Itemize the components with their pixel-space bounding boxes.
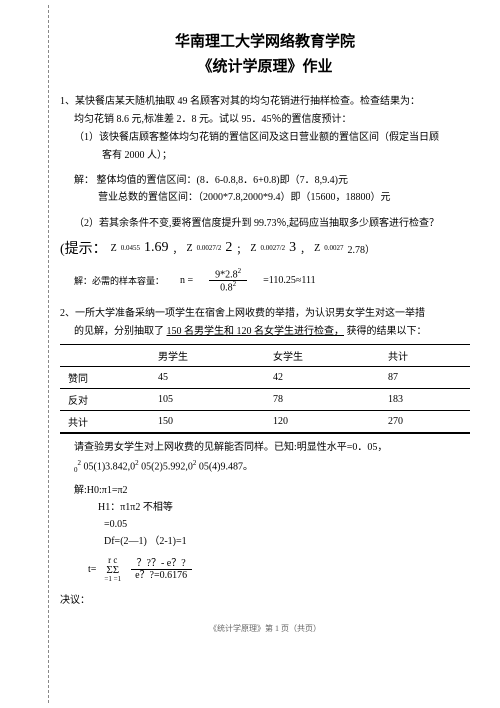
sigma-bot: =1 =1 (104, 576, 121, 583)
q1-intro: 1、某快餐店某天随机抽取 49 名顾客对其的均匀花销进行抽样检查。检查结果为： (60, 94, 470, 110)
fnum-sup: 2 (238, 267, 242, 275)
chi-a-sub: 0 (74, 466, 78, 474)
table-row: 共计 150 120 270 (60, 410, 470, 433)
cell: 42 (265, 366, 380, 388)
z4: Z (314, 243, 320, 254)
h0: 解:H0:π1=π2 (74, 482, 470, 499)
cell: 105 (150, 388, 265, 410)
z1v: 1.69 (144, 240, 169, 256)
cell: 120 (265, 410, 380, 433)
z1: Z (111, 243, 117, 254)
q2-intro2a: 的见解，分别抽取了 (74, 326, 164, 337)
h1: H1：π1π2 不相等 (74, 499, 470, 516)
th-0 (60, 344, 150, 366)
cell: 45 (150, 366, 265, 388)
sigma-block: r c ΣΣ =1 =1 (104, 556, 121, 583)
alpha: =0.05 (74, 516, 470, 533)
fden-sup: 2 (233, 280, 237, 288)
table-header-row: 男学生 女学生 共计 (60, 344, 470, 366)
cell: 共计 (60, 410, 150, 433)
decision: 决议： (60, 593, 470, 609)
z1s: 0.0455 (121, 244, 140, 252)
df: Df=(2—1) （2-1)=1 (74, 533, 470, 550)
chi-c: 05(2)5.992,0 (141, 461, 193, 472)
t-equals: t= (88, 564, 96, 575)
th-3: 共计 (380, 344, 470, 366)
t-num: ？?？- e？? (131, 558, 192, 570)
chi-sup3: 2 (193, 459, 197, 467)
q1-line2: 均匀花销 8.6 元,标准差 2．8 元。试以 95．45％的置信度预计： (60, 112, 470, 128)
cell: 反对 (60, 388, 150, 410)
cell: 87 (380, 366, 470, 388)
fnum-base: 9*2.8 (215, 269, 238, 280)
z3: Z (250, 243, 256, 254)
cell: 150 (150, 410, 265, 433)
frac-den: 0.82 (214, 281, 242, 293)
cell: 270 (380, 410, 470, 433)
q2-intro2c: 获得的结果以下： (347, 326, 427, 337)
cell: 78 (265, 388, 380, 410)
th-1: 男学生 (150, 344, 265, 366)
q2-table: 男学生 女学生 共计 赞同 45 42 87 反对 105 78 183 共计 … (60, 344, 470, 434)
th-2: 女学生 (265, 344, 380, 366)
cell: 赞同 (60, 366, 150, 388)
q1-sub1: （1）该快餐店顾客整体均匀花销的置信区间及这日营业额的置信区间（假定当日顾 (60, 130, 470, 146)
title-line-2: 《统计学原理》作业 (60, 55, 470, 76)
table-row: 反对 105 78 183 (60, 388, 470, 410)
formula-label: 解：必需的样本容量： (74, 274, 164, 287)
comma2: ； (236, 241, 246, 256)
comma1: ， (173, 241, 183, 256)
page-footer: 《统计学原理》第 1 页（共页） (60, 623, 470, 634)
z4s: 0.0027 (324, 244, 343, 252)
three: 3 (289, 240, 296, 256)
chi-b: 05(1)3.842,0 (84, 461, 136, 472)
q1-sub2: （2）若其余条件不变,要将置信度提升到 99.73％,起码应当抽取多少顾客进行检… (60, 216, 470, 232)
frac-num: 9*2.82 (209, 268, 247, 281)
chi-sup1: 2 (78, 459, 82, 467)
formula-result: =110.25≈111 (263, 275, 316, 286)
n-equals: n = (180, 275, 193, 286)
chi-sup2: 2 (135, 459, 139, 467)
q1-sub1b: 客有 2000 人）； (60, 148, 470, 164)
q2-intro2b: 150 名男学生和 120 名女学生进行检查， (167, 326, 345, 337)
zend: 2.78） (348, 241, 376, 256)
q1-ans1: 整体均值的置信区间：(8．6-0.8,8．6+0.8)即（7．8,9.4)元 (97, 175, 348, 186)
q2-intro: 2、一所大学准备采纳一项学生在宿舍上网收费的举措，为认识男女学生对这一举措 (60, 306, 470, 322)
q1-ans2: 营业总数的置信区间：（2000*7.8,2000*9.4）即（15600，188… (74, 189, 470, 206)
q2-after1: 请查验男女学生对上网收费的见解能否同样。已知:明显性水平=0．05， (60, 440, 470, 456)
z2: Z (187, 243, 193, 254)
table-row: 赞同 45 42 87 (60, 366, 470, 388)
q1-answer-block: 解： 整体均值的置信区间：(8．6-0.8,8．6+0.8)即（7．8,9.4)… (74, 172, 470, 206)
t-den: e？?=0.6176 (129, 570, 193, 581)
q1-formula: 解：必需的样本容量： n = 9*2.82 0.82 =110.25≈111 (74, 268, 470, 294)
t-frac: ？?？- e？? e？?=0.6176 (129, 558, 193, 581)
two: 2 (225, 240, 232, 256)
q2-solution: 解:H0:π1=π2 H1：π1π2 不相等 =0.05 Df=(2—1) （2… (74, 482, 470, 550)
q1-hint-row: (提示： Z 0.0455 1.69 ， Z 0.0027/2 2 ； Z 0.002… (60, 238, 470, 258)
comma3: ， (300, 241, 310, 256)
title-line-1: 华南理工大学网络教育学院 (60, 30, 470, 51)
z3s: 0.0027/2 (260, 244, 285, 252)
fden-base: 0.8 (220, 283, 233, 294)
cell: 183 (380, 388, 470, 410)
fraction: 9*2.82 0.82 (209, 268, 247, 294)
answer-label: 解： (74, 175, 94, 186)
t-statistic: t= r c ΣΣ =1 =1 ？?？- e？? e？?=0.6176 (88, 556, 470, 583)
z2s: 0.0027/2 (197, 244, 222, 252)
hint-open: (提示： (60, 238, 107, 258)
page-content: 华南理工大学网络教育学院 《统计学原理》作业 1、某快餐店某天随机抽取 49 名… (0, 0, 500, 644)
chi-d: 05(4)9.487。 (199, 461, 253, 472)
q2-intro2: 的见解，分别抽取了 150 名男学生和 120 名女学生进行检查， 获得的结果以… (60, 324, 470, 340)
q2-after2: 02 05(1)3.842,02 05(2)5.992,02 05(4)9.48… (60, 458, 470, 477)
